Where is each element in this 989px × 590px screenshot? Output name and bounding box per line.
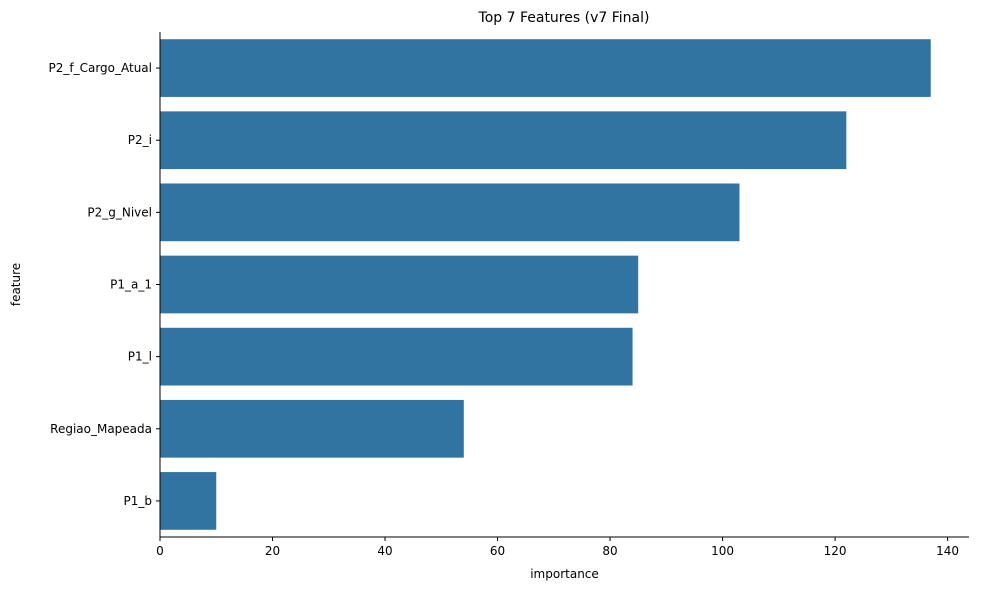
x-tick-label: 60 xyxy=(490,544,505,558)
bar-P2_g_Nivel xyxy=(160,183,740,242)
y-tick-label: P2_g_Nivel xyxy=(87,205,152,219)
y-tick-label: P1_b xyxy=(124,494,153,508)
y-tick-label: P1_a_1 xyxy=(110,278,152,292)
x-axis-label: importance xyxy=(530,567,599,581)
x-tick-label: 80 xyxy=(602,544,617,558)
y-axis-label: feature xyxy=(9,263,23,306)
bar-P2_i xyxy=(160,111,847,170)
x-tick-label: 0 xyxy=(156,544,164,558)
bars-group xyxy=(160,39,931,530)
x-tick-label: 40 xyxy=(377,544,392,558)
y-axis-ticks: P2_f_Cargo_Atual P2_i P2_g_Nivel P1_a_1 P1_l… xyxy=(48,61,160,508)
y-tick-label: P2_i xyxy=(128,133,152,147)
x-tick-label: 120 xyxy=(824,544,847,558)
y-tick-label: P1_l xyxy=(128,350,152,364)
bar-P1_b xyxy=(160,472,217,530)
bar-P2_f_Cargo_Atual xyxy=(160,39,931,97)
bar-P1_l xyxy=(160,327,633,386)
x-tick-label: 100 xyxy=(711,544,734,558)
x-tick-label: 140 xyxy=(936,544,959,558)
y-tick-label: P2_f_Cargo_Atual xyxy=(48,61,152,75)
y-tick-label: Regiao_Mapeada xyxy=(50,422,152,436)
x-tick-label: 20 xyxy=(265,544,280,558)
bar-P1_a_1 xyxy=(160,255,639,314)
chart-title: Top 7 Features (v7 Final) xyxy=(478,10,650,26)
x-axis-ticks: 0 20 40 60 80 100 120 140 xyxy=(156,537,959,558)
bar-Regiao_Mapeada xyxy=(160,399,464,458)
